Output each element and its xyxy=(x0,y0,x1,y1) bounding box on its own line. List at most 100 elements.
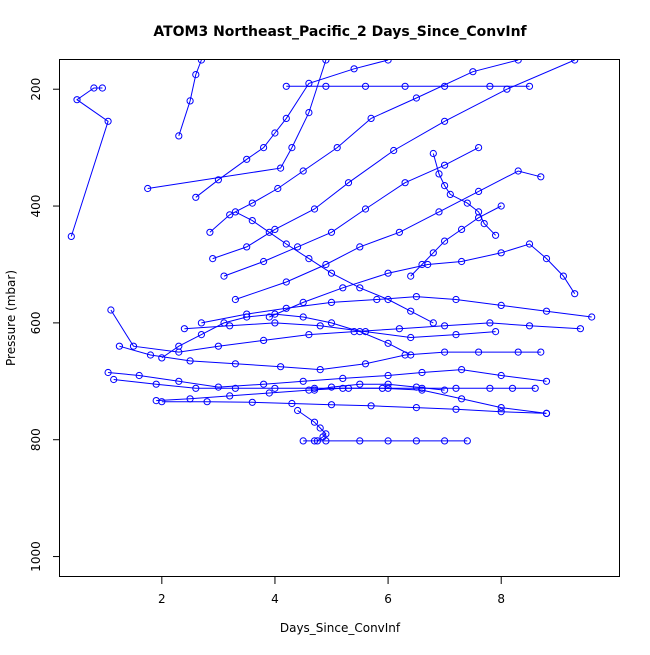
data-point xyxy=(333,144,341,152)
data-point xyxy=(378,384,386,392)
data-point xyxy=(220,319,228,327)
data-point xyxy=(361,205,370,213)
data-point xyxy=(248,199,256,207)
data-point xyxy=(475,214,483,222)
data-point xyxy=(486,384,494,392)
series-line xyxy=(178,60,202,137)
data-point xyxy=(542,255,551,263)
data-point xyxy=(299,298,307,306)
data-point xyxy=(294,406,302,415)
series-24 xyxy=(407,202,505,280)
data-point xyxy=(305,331,313,339)
data-point xyxy=(395,228,403,236)
data-point xyxy=(231,360,239,368)
data-point xyxy=(146,351,155,359)
series-15 xyxy=(152,384,551,417)
data-point xyxy=(277,363,285,371)
data-point xyxy=(390,146,398,155)
data-point xyxy=(384,295,392,304)
data-point xyxy=(497,301,505,309)
data-point xyxy=(514,167,522,175)
data-point xyxy=(327,228,336,236)
data-point xyxy=(226,211,234,219)
data-point xyxy=(271,319,279,327)
series-18 xyxy=(299,437,471,445)
data-point xyxy=(412,293,420,301)
data-point xyxy=(356,380,364,388)
series-line xyxy=(212,60,575,260)
data-point xyxy=(395,325,403,333)
data-point xyxy=(441,386,449,394)
series-6 xyxy=(220,144,483,280)
x-tick-label: 2 xyxy=(158,592,166,606)
data-point xyxy=(542,307,551,315)
data-point xyxy=(401,82,409,90)
data-point xyxy=(310,205,319,213)
data-point xyxy=(197,331,205,339)
data-point xyxy=(271,384,279,392)
data-point xyxy=(265,389,273,397)
data-point xyxy=(98,84,107,92)
data-point xyxy=(226,392,234,400)
series-22 xyxy=(231,208,437,327)
data-point xyxy=(537,348,545,356)
data-point xyxy=(197,319,205,327)
data-point xyxy=(441,182,449,190)
data-point xyxy=(175,377,183,385)
data-point xyxy=(299,437,307,445)
data-point xyxy=(441,322,449,330)
data-point xyxy=(265,313,273,321)
x-axis: 2 4 6 8 xyxy=(158,577,505,606)
data-point xyxy=(480,220,488,228)
data-point xyxy=(531,384,539,392)
data-point xyxy=(206,228,214,236)
data-point xyxy=(458,395,466,403)
data-point xyxy=(356,328,364,336)
series-line xyxy=(161,401,547,414)
data-point xyxy=(497,404,505,412)
data-point xyxy=(525,82,534,90)
series-21 xyxy=(282,82,534,90)
data-point xyxy=(129,342,138,350)
data-point xyxy=(344,179,353,187)
data-point xyxy=(327,319,336,327)
data-point xyxy=(175,342,183,350)
x-tick-label: 4 xyxy=(271,592,279,606)
data-point xyxy=(243,243,251,251)
data-point xyxy=(192,193,200,201)
data-point xyxy=(588,313,596,321)
y-tick-label: 600 xyxy=(29,311,43,334)
data-point xyxy=(407,307,415,315)
series-line xyxy=(147,60,327,189)
data-point xyxy=(497,371,505,380)
data-point xyxy=(186,97,194,105)
data-point xyxy=(271,129,279,137)
data-point xyxy=(104,117,112,125)
data-point xyxy=(316,322,324,330)
series-5 xyxy=(209,60,579,263)
data-point xyxy=(310,437,319,445)
data-point xyxy=(367,114,375,123)
plot-frame xyxy=(59,59,620,577)
data-point xyxy=(214,176,222,184)
y-tick-label: 1000 xyxy=(29,541,43,572)
series-20 xyxy=(310,380,449,394)
data-point xyxy=(361,82,370,90)
data-point xyxy=(322,260,330,269)
data-point xyxy=(339,284,347,292)
data-point xyxy=(282,278,290,286)
data-point xyxy=(452,405,460,413)
data-point xyxy=(282,114,290,123)
series-16 xyxy=(158,398,551,417)
data-point xyxy=(497,408,505,416)
data-point xyxy=(104,368,112,377)
data-point xyxy=(322,437,330,445)
series-line xyxy=(223,147,479,277)
data-point xyxy=(356,243,364,251)
data-point xyxy=(452,384,460,392)
data-point xyxy=(463,437,471,445)
data-point xyxy=(475,187,483,195)
series-0 xyxy=(67,84,112,240)
